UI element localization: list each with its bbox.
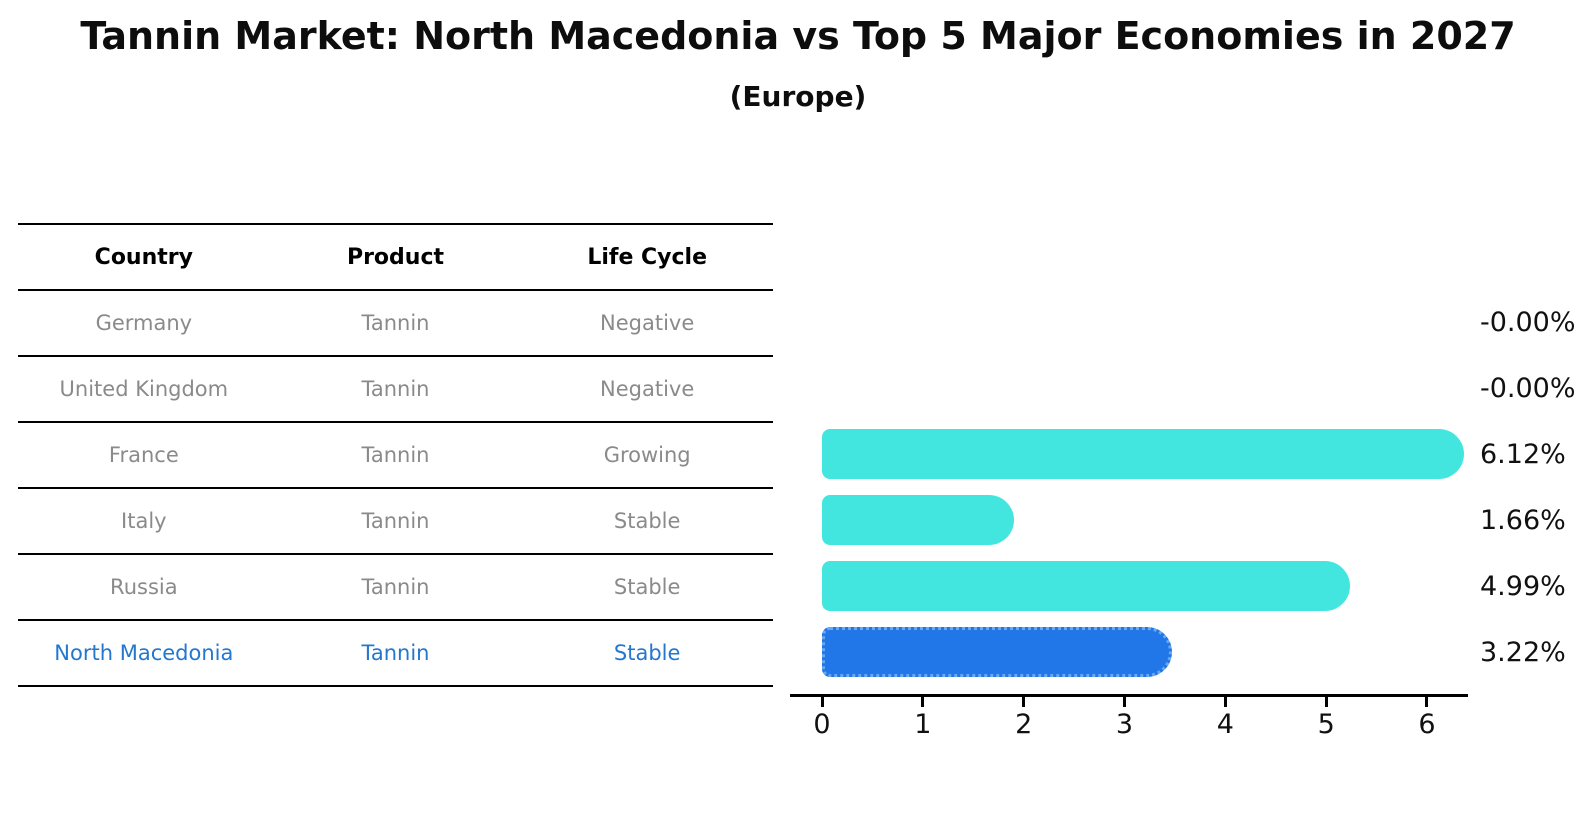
- axis-tick-label: 6: [1418, 709, 1436, 740]
- axis-tick: [1324, 697, 1328, 707]
- cell-country: Russia: [110, 575, 178, 599]
- bar-row: [822, 421, 1482, 487]
- cell-country: Germany: [95, 311, 193, 335]
- axis-tick-label: 5: [1317, 709, 1335, 740]
- cell-product: Tannin: [361, 311, 430, 335]
- axis-tick-label: 2: [1015, 709, 1033, 740]
- cell-country: France: [108, 443, 179, 467]
- bar-row: [822, 289, 1482, 355]
- cell-product: Tannin: [361, 377, 430, 401]
- table-row: Italy Tannin Stable: [18, 489, 773, 555]
- bar-value-label: 6.12%: [1480, 438, 1566, 470]
- axis-tick: [921, 697, 925, 707]
- table-row: Germany Tannin Negative: [18, 291, 773, 357]
- page-subtitle: (Europe): [729, 80, 867, 113]
- bar: [822, 495, 1015, 545]
- bar-row: [822, 487, 1482, 553]
- table-row: Russia Tannin Stable: [18, 555, 773, 621]
- table-header-product: Product: [346, 244, 445, 270]
- bar-value-label: -0.00%: [1480, 306, 1576, 338]
- cell-country: United Kingdom: [59, 377, 229, 401]
- page-title: Tannin Market: North Macedonia vs Top 5 …: [80, 14, 1516, 58]
- table-header-life-cycle: Life Cycle: [587, 244, 708, 270]
- cell-product: Tannin: [361, 509, 430, 533]
- bar-value-label: 4.99%: [1480, 570, 1566, 602]
- table-row: France Tannin Growing: [18, 423, 773, 489]
- bar-value-label: -0.00%: [1480, 372, 1576, 404]
- cell-life-cycle: Negative: [600, 311, 695, 335]
- bar-value-label: 1.66%: [1480, 504, 1566, 536]
- x-axis-line: [790, 694, 1468, 697]
- bar: [822, 429, 1465, 479]
- cell-product: Tannin: [361, 443, 430, 467]
- bar-row: [822, 619, 1482, 685]
- cell-product: Tannin: [361, 641, 430, 665]
- axis-tick-label: 3: [1115, 709, 1134, 740]
- cell-product: Tannin: [361, 575, 430, 599]
- cell-life-cycle: Growing: [603, 443, 691, 467]
- bar-value-labels: -0.00% -0.00% 6.12% 1.66% 4.99% 3.22%: [1480, 289, 1576, 685]
- axis-tick: [820, 697, 824, 707]
- cell-country: North Macedonia: [54, 641, 234, 665]
- bar-value-label: 3.22%: [1480, 636, 1566, 668]
- axis-tick: [1022, 697, 1026, 707]
- bar-chart-area: [822, 289, 1482, 685]
- axis-tick: [1223, 697, 1227, 707]
- cell-country: Italy: [121, 509, 167, 533]
- table-header-row: Country Product Life Cycle: [18, 225, 773, 291]
- axis-tick-label: 1: [914, 709, 932, 740]
- bar-row: [822, 553, 1482, 619]
- cell-life-cycle: Stable: [613, 509, 681, 533]
- axis-tick: [1425, 697, 1429, 707]
- table-header-country: Country: [94, 244, 193, 270]
- axis-tick-label: 4: [1216, 709, 1234, 740]
- table-row: United Kingdom Tannin Negative: [18, 357, 773, 423]
- cell-life-cycle: Stable: [613, 641, 681, 665]
- axis-tick-label: 0: [813, 709, 831, 740]
- cell-life-cycle: Stable: [613, 575, 681, 599]
- table-row: North Macedonia Tannin Stable: [18, 621, 773, 687]
- axis-tick: [1122, 697, 1126, 707]
- bar-row: [822, 355, 1482, 421]
- cell-life-cycle: Negative: [600, 377, 695, 401]
- market-table: Country Product Life Cycle Germany Tannin Ne…: [18, 223, 773, 687]
- bar: [822, 627, 1172, 677]
- bar: [822, 561, 1351, 611]
